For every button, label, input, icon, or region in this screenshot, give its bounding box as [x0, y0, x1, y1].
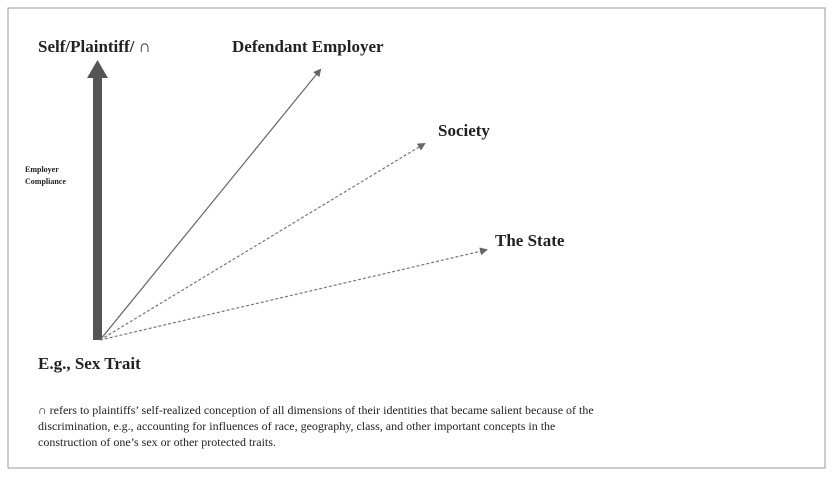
- node-label: Self/Plaintiff/ ∩: [38, 37, 151, 56]
- compliance-arrow-head: [87, 60, 108, 78]
- footnote-line: discrimination, e.g., accounting for inf…: [38, 419, 555, 433]
- employer-arrow: [99, 68, 322, 341]
- axis-label: Employer: [25, 165, 59, 174]
- node-label: The State: [495, 231, 565, 250]
- node-label: Defendant Employer: [232, 37, 384, 56]
- axis-label: Compliance: [25, 177, 66, 186]
- society-arrow: [99, 142, 426, 341]
- compliance-arrow-shaft: [93, 76, 102, 340]
- state-arrow: [99, 247, 488, 341]
- footnote-line: construction of one’s sex or other prote…: [38, 435, 276, 449]
- node-label: E.g., Sex Trait: [38, 354, 141, 373]
- node-label: Society: [438, 121, 490, 140]
- frame: [7, 7, 826, 469]
- footnote-line: ∩ refers to plaintiffs’ self-realized co…: [38, 403, 594, 417]
